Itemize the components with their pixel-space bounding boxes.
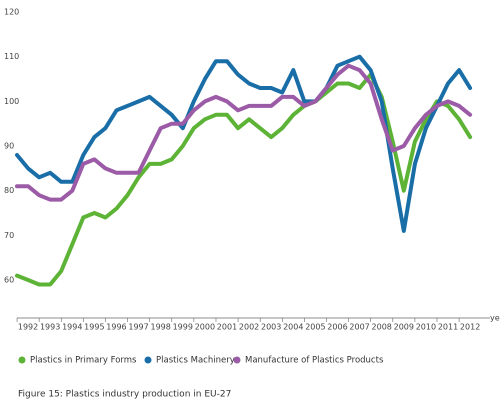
x-tick-label: 1996 [106,323,126,332]
x-tick-label: 2002 [239,323,259,332]
y-tick-label: 100 [4,97,19,106]
x-tick-label: 2009 [394,323,414,332]
legend-marker [18,356,26,364]
x-tick-label: 2004 [283,323,303,332]
y-tick-label: 70 [4,231,14,240]
x-tick-label: 1994 [62,323,82,332]
x-tick-label: 1999 [173,323,193,332]
legend-marker [144,356,152,364]
legend-label: Plastics in Primary Forms [30,356,137,366]
legend-marker [233,356,241,364]
y-tick-label: 110 [4,52,19,61]
y-tick-label: 60 [4,276,14,285]
x-tick-label: 2003 [261,323,281,332]
x-axis-label: ye [490,314,500,323]
x-tick-label: 1993 [40,323,60,332]
x-tick-label: 1998 [150,323,170,332]
legend-label: Plastics Machinery [156,356,235,366]
x-tick-label: 1997 [128,323,148,332]
x-tick-label: 2012 [460,323,480,332]
x-tick-label: 2006 [327,323,347,332]
series-line [15,63,473,202]
caption: Figure 15: Plastics industry production … [18,390,231,400]
y-tick-label: 80 [4,186,14,195]
x-tick-label: 2008 [372,323,392,332]
x-tick-label: 2005 [305,323,325,332]
y-tick-label: 120 [4,8,19,17]
series-line [15,54,473,233]
x-tick-label: 2010 [416,323,436,332]
x-tick-label: 1995 [84,323,104,332]
x-tick-label: 2000 [195,323,215,332]
x-tick-label: 2001 [217,323,237,332]
x-tick-label: 2007 [349,323,369,332]
x-tick-label: 1992 [18,323,38,332]
x-tick-label: 2011 [438,323,458,332]
legend-label: Manufacture of Plastics Products [245,356,384,366]
y-tick-label: 90 [4,142,14,151]
